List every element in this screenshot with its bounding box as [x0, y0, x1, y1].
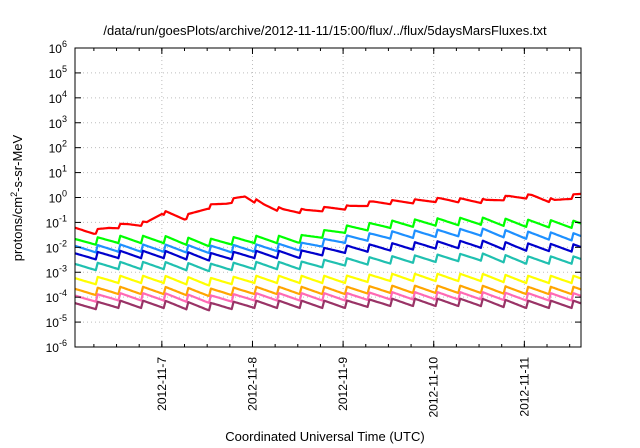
y-tick-label: 10-6	[46, 338, 67, 355]
y-tick-base: 10	[49, 167, 63, 181]
y-tick-label: 10-1	[46, 213, 67, 230]
y-tick-label: 106	[49, 39, 67, 56]
y-tick-exponent: 5	[62, 64, 67, 74]
y-tick-base: 10	[46, 341, 60, 355]
y-axis-ticks: 10-610-510-410-310-210-11001011021031041…	[46, 39, 581, 355]
y-tick-exponent: 4	[62, 89, 67, 99]
y-axis-label-post: -s-sr-MeV	[10, 134, 25, 191]
y-tick-exponent: 2	[62, 139, 67, 149]
x-axis-ticks: 2012-11-7 2012-11-8 2012-11-9 2012-11-10 201…	[93, 48, 571, 418]
y-axis-label-sup: 2	[9, 192, 19, 197]
series-line	[74, 297, 582, 312]
y-tick-label: 10-4	[46, 288, 67, 305]
y-tick-base: 10	[46, 291, 60, 305]
y-axis-label-pre: protons/cm	[10, 197, 25, 261]
y-tick-exponent: -5	[59, 313, 67, 323]
x-tick-label: 2012-11-11	[517, 357, 531, 417]
y-tick-label: 10-5	[46, 313, 67, 330]
x-tick-label: 2012-11-9	[336, 357, 350, 411]
x-tick-label: 2012-11-8	[245, 357, 259, 411]
series-line	[74, 216, 582, 248]
series-line	[74, 227, 582, 255]
y-tick-exponent: -4	[59, 288, 67, 298]
y-tick-label: 105	[49, 64, 67, 81]
y-tick-label: 103	[49, 114, 67, 131]
y-tick-exponent: 0	[62, 189, 67, 199]
series-line	[74, 272, 582, 287]
y-tick-label: 10-2	[46, 238, 67, 255]
y-tick-label: 104	[49, 89, 67, 106]
y-tick-exponent: -1	[59, 213, 67, 223]
x-tick-label: 2012-11-10	[427, 357, 441, 418]
y-tick-label: 100	[49, 189, 67, 206]
y-tick-base: 10	[49, 92, 63, 106]
y-tick-exponent: -3	[59, 263, 67, 273]
y-tick-exponent: 1	[62, 164, 67, 174]
series-line	[74, 291, 582, 304]
series-line	[74, 284, 582, 298]
y-tick-exponent: -2	[59, 238, 67, 248]
series-line	[74, 239, 582, 262]
chart-title: /data/run/goesPlots/archive/2012-11-11/1…	[103, 23, 547, 38]
y-tick-base: 10	[49, 192, 63, 206]
series-line	[74, 192, 582, 235]
x-tick-label: 2012-11-7	[155, 357, 169, 411]
series-line	[74, 252, 582, 273]
y-tick-base: 10	[46, 266, 60, 280]
y-tick-base: 10	[46, 216, 60, 230]
y-tick-base: 10	[49, 42, 63, 56]
series-group	[74, 192, 582, 312]
y-tick-base: 10	[49, 67, 63, 81]
y-tick-label: 102	[49, 139, 67, 156]
y-tick-label: 10-3	[46, 263, 67, 280]
y-tick-base: 10	[49, 117, 63, 131]
y-tick-label: 101	[49, 164, 67, 181]
y-axis-label: protons/cm2-s-sr-MeV	[9, 134, 25, 261]
y-tick-base: 10	[46, 316, 60, 330]
y-tick-exponent: -6	[59, 338, 67, 348]
x-axis-label: Coordinated Universal Time (UTC)	[225, 429, 424, 444]
y-tick-base: 10	[46, 241, 60, 255]
y-tick-exponent: 6	[62, 39, 67, 49]
y-tick-base: 10	[49, 142, 63, 156]
y-tick-exponent: 3	[62, 114, 67, 124]
